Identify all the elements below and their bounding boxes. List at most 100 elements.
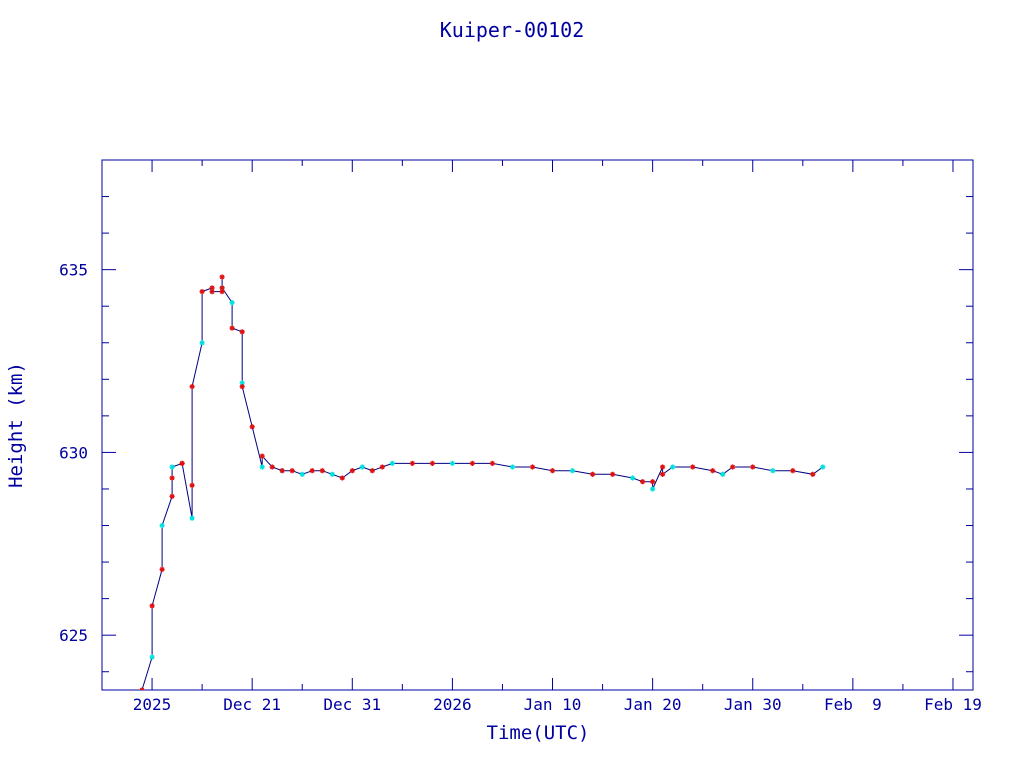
point-marker-stroke [259,464,265,470]
data-point [810,471,816,477]
point-marker-stroke [149,603,155,609]
data-point [139,687,145,690]
point-marker-stroke [470,461,475,466]
point-marker-stroke [199,289,205,294]
data-point [189,384,195,390]
data-point [259,464,265,470]
point-marker-stroke [360,464,365,470]
point-marker-stroke [169,494,175,499]
point-marker-stroke [720,472,725,477]
point-marker-stroke [229,300,235,305]
point-marker-stroke [179,461,185,466]
point-marker-stroke [330,472,335,477]
data-point [469,460,475,466]
point-marker-stroke [279,468,285,473]
data-point [189,515,195,521]
point-marker-stroke [380,464,385,470]
data-point [239,384,245,390]
point-marker-stroke [269,464,275,470]
y-axis-label: Height (km) [5,362,27,488]
point-marker-stroke [219,289,225,294]
point-marker-stroke [320,468,325,473]
point-marker-stroke [820,464,826,470]
point-marker-stroke [309,468,315,473]
point-marker-stroke [239,380,245,386]
data-point [189,482,195,488]
point-marker-stroke [650,479,655,484]
y-axis: 625 630 635 [59,159,973,673]
data-point [229,300,235,306]
data-point [279,468,285,474]
point-marker-stroke [209,285,215,291]
point-marker-stroke [169,475,175,481]
x-tick-label: Jan 30 [724,695,782,714]
point-marker-stroke [640,479,645,484]
data-point [670,464,676,470]
data-point [159,566,165,573]
data-point [239,329,245,335]
point-marker-stroke [790,468,796,473]
point-marker-stroke [259,453,265,459]
data-point [549,468,556,474]
point-marker-stroke [239,329,245,335]
point-marker-stroke [159,567,165,572]
point-marker-stroke [810,472,816,477]
point-marker-stroke [670,464,675,470]
point-marker-stroke [289,468,295,473]
point-marker-stroke [189,384,195,389]
x-tick-label: 2026 [433,695,472,714]
point-marker-stroke [410,461,415,466]
point-marker-stroke [770,468,776,473]
data-point [169,493,175,499]
point-marker-stroke [139,687,143,690]
data-point [209,289,215,295]
data-point [289,468,295,474]
data-point [299,471,305,477]
point-marker-stroke [660,464,665,470]
data-point [379,464,385,470]
data-point [690,464,696,470]
point-marker-stroke [219,285,225,291]
point-marker-stroke [490,461,495,466]
data-point [259,453,265,459]
x-tick-label: Jan 10 [524,695,582,714]
data-point [389,460,395,466]
data-point [359,464,365,470]
data-point [649,479,656,485]
point-marker-stroke [450,461,455,466]
data-point [720,471,726,477]
chart-title: Kuiper-00102 [440,18,585,42]
data-point [649,486,656,492]
point-marker-stroke [219,274,225,280]
point-marker-stroke [229,325,235,331]
x-tick-label: Feb 9 [824,695,882,714]
data-point [790,468,796,474]
point-marker-stroke [650,486,655,492]
series-line [141,277,824,690]
point-marker-stroke [209,289,215,294]
data-point [770,468,776,474]
point-marker-stroke [141,687,145,690]
data-point [349,468,355,474]
y-tick-label: 630 [59,443,88,462]
data-point [710,468,716,474]
data-point [149,603,155,609]
data-point [269,464,275,470]
point-marker-stroke [730,464,735,470]
data-point [529,464,536,470]
series-group [139,274,826,690]
data-point [329,471,335,477]
data-point [339,475,345,481]
data-point [629,475,636,481]
data-point [659,471,666,477]
data-point [179,460,185,466]
point-marker-stroke [249,424,255,430]
data-point [509,464,516,470]
plot-frame [101,159,974,691]
point-marker-stroke [590,472,595,477]
data-point [639,479,646,485]
x-axis-label: Time(UTC) [487,722,590,744]
data-point [820,464,826,470]
data-point [219,285,225,291]
point-marker-stroke [350,468,355,473]
